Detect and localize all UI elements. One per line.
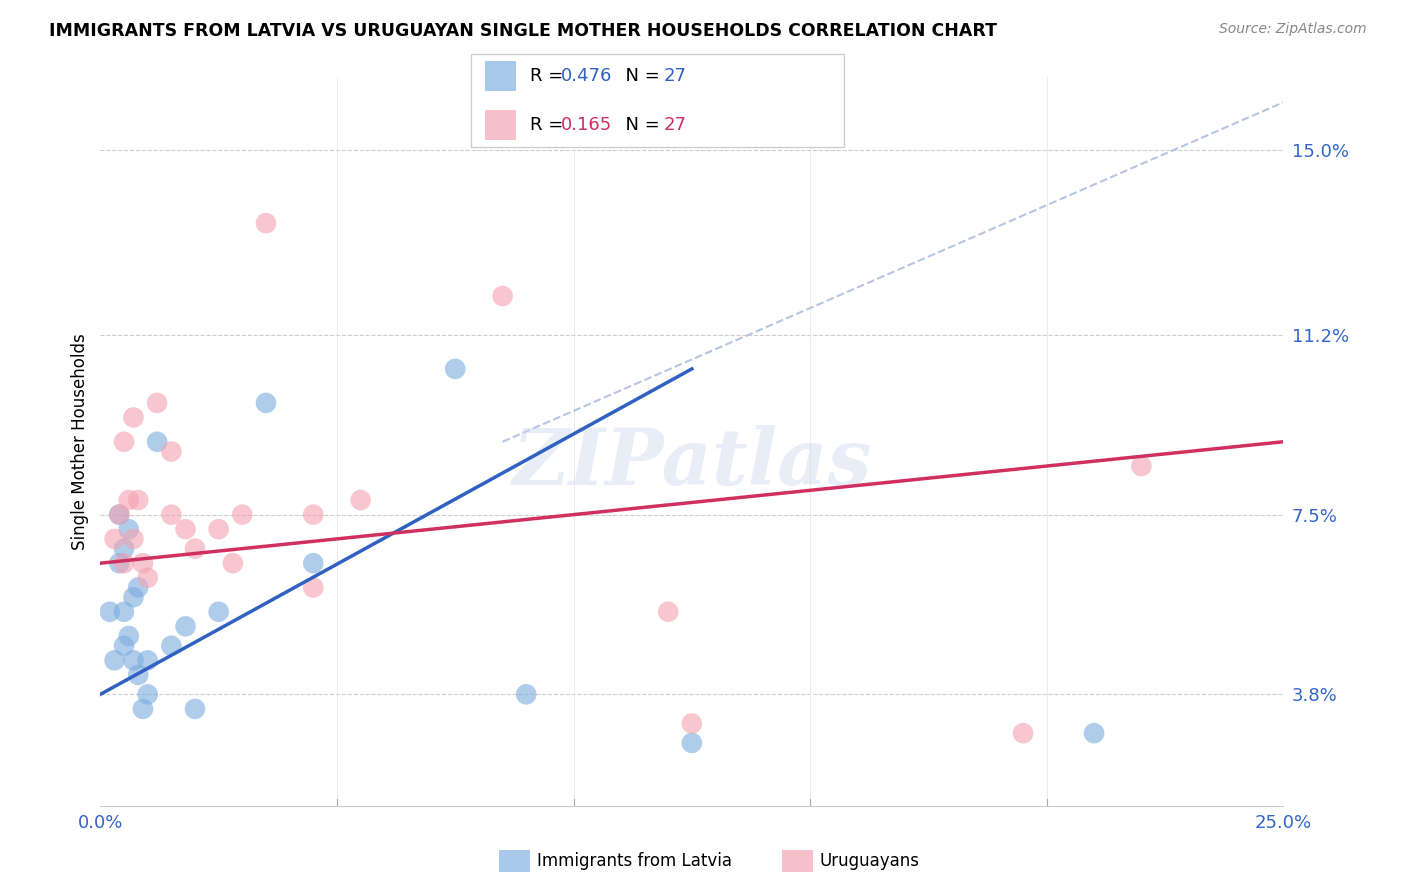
Point <box>174 522 197 536</box>
Y-axis label: Single Mother Households: Single Mother Households <box>72 334 89 550</box>
Point <box>108 508 131 522</box>
Point <box>491 289 513 303</box>
Point <box>127 581 149 595</box>
Point <box>132 702 155 716</box>
Point <box>118 629 141 643</box>
Point <box>302 508 325 522</box>
Point <box>122 653 145 667</box>
Point <box>118 522 141 536</box>
Point <box>515 687 537 701</box>
Point <box>160 444 183 458</box>
Point <box>103 532 125 546</box>
Point <box>1012 726 1035 740</box>
Point <box>136 687 159 701</box>
Point <box>681 736 703 750</box>
Text: IMMIGRANTS FROM LATVIA VS URUGUAYAN SINGLE MOTHER HOUSEHOLDS CORRELATION CHART: IMMIGRANTS FROM LATVIA VS URUGUAYAN SING… <box>49 22 997 40</box>
Text: R =: R = <box>530 116 569 134</box>
Point <box>302 556 325 570</box>
Text: 0.476: 0.476 <box>561 67 613 85</box>
Text: 27: 27 <box>664 67 686 85</box>
Point <box>98 605 121 619</box>
Point <box>160 639 183 653</box>
Text: R =: R = <box>530 67 569 85</box>
Point <box>122 590 145 604</box>
Point <box>1083 726 1105 740</box>
Point <box>136 653 159 667</box>
Point <box>208 605 231 619</box>
Point <box>146 396 169 410</box>
Point <box>136 571 159 585</box>
Point <box>112 556 135 570</box>
Point <box>302 581 325 595</box>
Point <box>222 556 245 570</box>
Text: 0.165: 0.165 <box>561 116 612 134</box>
Point <box>254 216 277 230</box>
Point <box>146 434 169 449</box>
Point <box>208 522 231 536</box>
Point <box>254 396 277 410</box>
Point <box>349 493 371 508</box>
Point <box>231 508 253 522</box>
Text: Source: ZipAtlas.com: Source: ZipAtlas.com <box>1219 22 1367 37</box>
Point <box>112 541 135 556</box>
Point <box>184 541 207 556</box>
Text: Uruguayans: Uruguayans <box>820 852 920 871</box>
Point <box>681 716 703 731</box>
Point <box>657 605 679 619</box>
Point <box>112 605 135 619</box>
Point <box>103 653 125 667</box>
Point <box>1130 458 1153 473</box>
Point <box>127 493 149 508</box>
Point <box>108 556 131 570</box>
Point <box>127 668 149 682</box>
Text: N =: N = <box>614 67 666 85</box>
Text: ZIPatlas: ZIPatlas <box>512 425 872 502</box>
Text: N =: N = <box>614 116 666 134</box>
Point <box>444 362 467 376</box>
Point <box>160 508 183 522</box>
Point <box>132 556 155 570</box>
Text: Immigrants from Latvia: Immigrants from Latvia <box>537 852 733 871</box>
Point <box>118 493 141 508</box>
Point <box>112 434 135 449</box>
Point <box>108 508 131 522</box>
Text: 27: 27 <box>664 116 686 134</box>
Point <box>184 702 207 716</box>
Point <box>174 619 197 633</box>
Point <box>122 532 145 546</box>
Point <box>112 639 135 653</box>
Point <box>122 410 145 425</box>
